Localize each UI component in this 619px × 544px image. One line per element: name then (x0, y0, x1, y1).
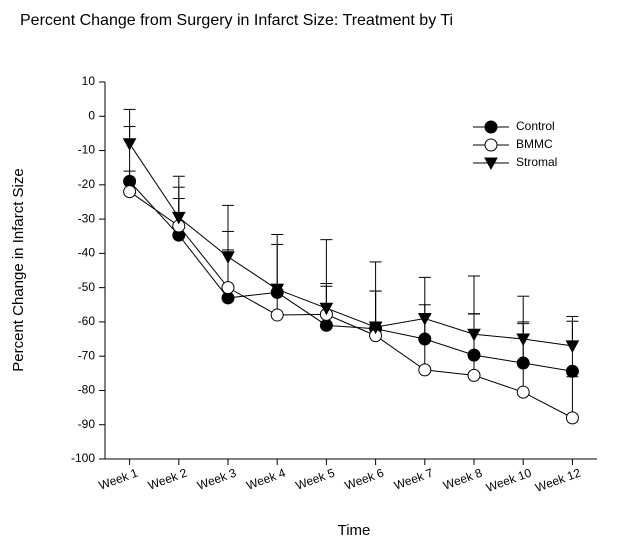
marker (467, 348, 481, 362)
marker (221, 251, 235, 264)
y-tick-label: -10 (78, 143, 96, 157)
y-tick-label: -20 (78, 177, 96, 191)
x-tick-label: Week 6 (343, 466, 386, 493)
series-line (129, 181, 573, 372)
y-tick-label: -30 (78, 211, 96, 225)
marker (467, 328, 481, 342)
legend-label: Stromal (516, 155, 557, 169)
y-tick-label: -70 (78, 348, 96, 362)
marker (565, 364, 579, 378)
marker (270, 283, 285, 297)
marker (484, 157, 498, 171)
marker (516, 385, 530, 399)
series-line (129, 191, 573, 419)
marker (221, 281, 235, 295)
marker (319, 318, 333, 332)
x-tick-label: Week 3 (195, 466, 238, 493)
marker (484, 120, 498, 134)
marker (418, 363, 432, 377)
chart-title: Percent Change from Surgery in Infarct S… (20, 12, 453, 29)
marker (516, 333, 531, 347)
y-tick-label: -60 (78, 314, 96, 328)
marker (516, 356, 530, 370)
x-tick-label: Week 8 (441, 466, 484, 493)
y-tick-label: 10 (82, 74, 96, 88)
y-tick-label: -80 (78, 383, 96, 397)
marker (270, 308, 284, 322)
series-line (129, 143, 573, 347)
marker (122, 138, 137, 151)
x-tick-label: Week 4 (244, 466, 287, 493)
legend-label: BMMC (516, 137, 553, 151)
y-tick-label: -50 (78, 280, 96, 294)
legend-label: Control (516, 119, 555, 133)
x-tick-label: Week 12 (533, 466, 582, 495)
y-tick-label: -100 (71, 451, 95, 465)
y-tick-label: 0 (88, 108, 95, 122)
y-axis-label: Percent Change in Infarct Size (10, 168, 27, 371)
x-tick-label: Week 1 (97, 466, 140, 493)
x-tick-label: Week 7 (392, 466, 435, 493)
marker (123, 185, 137, 199)
x-tick-label: Week 2 (146, 466, 189, 493)
x-tick-label: Week 10 (484, 466, 533, 495)
x-tick-label: Week 5 (294, 466, 337, 493)
marker (171, 211, 186, 225)
marker (319, 302, 334, 316)
x-axis-label: Time (338, 522, 371, 539)
y-tick-label: -90 (78, 417, 96, 431)
marker (565, 411, 579, 425)
marker (418, 332, 432, 346)
marker (565, 340, 580, 353)
marker (467, 368, 481, 382)
marker (417, 312, 432, 326)
marker (484, 138, 498, 152)
marker (368, 321, 383, 335)
y-tick-label: -40 (78, 246, 96, 260)
